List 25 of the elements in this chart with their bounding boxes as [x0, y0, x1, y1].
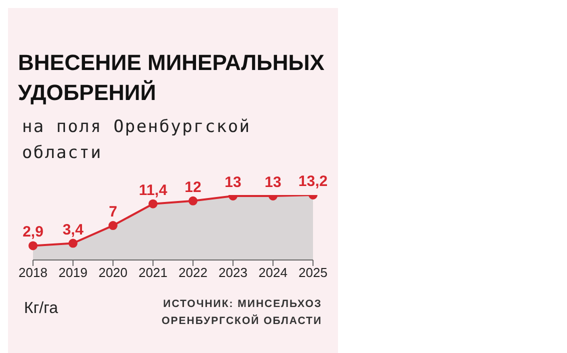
x-tick-label: 2025	[298, 265, 328, 280]
data-label: 13	[224, 174, 242, 191]
x-tick-label: 2021	[138, 265, 168, 280]
point	[68, 238, 78, 248]
data-label: 13,2	[298, 173, 328, 190]
x-tick-label: 2018	[18, 265, 48, 280]
data-label: 11,4	[138, 182, 168, 199]
x-tick-label: 2022	[178, 265, 208, 280]
point	[188, 196, 198, 206]
point	[148, 199, 158, 208]
data-label: 2,9	[22, 224, 44, 241]
x-tick-label: 2024	[258, 265, 288, 280]
chart-title: ВНЕСЕНИЕ МИНЕРАЛЬНЫХ УДОБРЕНИЙ	[18, 49, 326, 107]
x-tick-label: 2019	[58, 265, 88, 280]
data-label: 3,4	[62, 221, 84, 238]
text: Кг/га	[24, 300, 58, 318]
x-tick-label: 2020	[98, 265, 128, 280]
data-label: 7	[108, 204, 118, 221]
x-tick-label: 2023	[218, 265, 248, 280]
point	[108, 221, 118, 230]
point	[28, 241, 38, 250]
text: ИСТОЧНИК: МИНСЕЛЬХОЗ ОРЕНБУРГСКОЙ ОБЛАСТИ	[160, 297, 322, 329]
chart-subtitle: на поля Оренбургской области	[22, 116, 252, 165]
data-label: 12	[184, 178, 202, 196]
data-label: 13	[264, 174, 282, 191]
